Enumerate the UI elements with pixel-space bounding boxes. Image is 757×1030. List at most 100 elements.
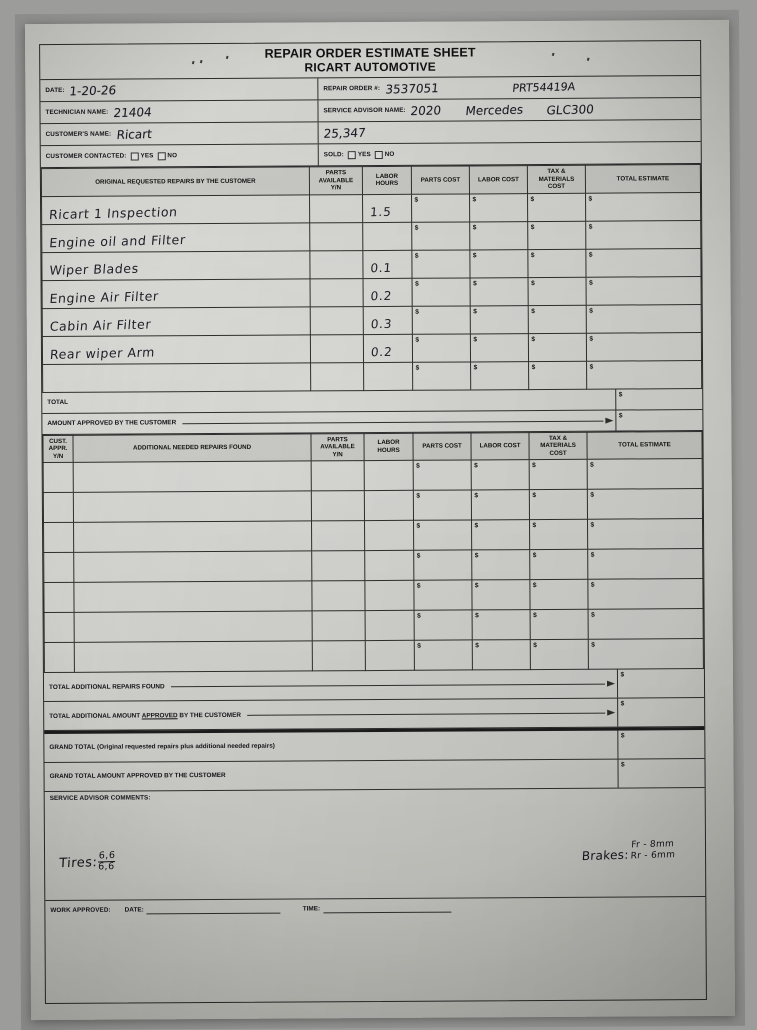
date-field[interactable]: DATE: 1-20-26	[40, 78, 319, 102]
cell-parts-available[interactable]	[309, 222, 363, 251]
cell-labor-cost[interactable]: $	[470, 277, 529, 306]
cell-labor-hours[interactable]	[365, 640, 415, 671]
cell-labor-hours[interactable]: 1.5	[362, 193, 412, 223]
table-row[interactable]: $ $ $ $	[44, 608, 704, 643]
cell-cust-appr[interactable]	[43, 522, 74, 553]
cell-tax-materials[interactable]: $	[530, 639, 589, 670]
cell-parts-available[interactable]	[312, 610, 366, 642]
original-total-value-cell[interactable]: $	[615, 388, 703, 410]
table-row[interactable]: Rear wiper Arm 0.2 $ $ $ $	[42, 332, 702, 365]
cell-cust-appr[interactable]	[43, 552, 74, 583]
cell-total-estimate[interactable]: $	[588, 608, 704, 640]
cell-description[interactable]: Rear wiper Arm	[42, 334, 311, 365]
cell-parts-cost[interactable]: $	[413, 460, 472, 491]
cell-total-estimate[interactable]: $	[585, 192, 701, 221]
cell-labor-hours[interactable]	[365, 610, 415, 641]
cell-total-estimate[interactable]: $	[587, 518, 703, 550]
total-additional-found-value-cell[interactable]: $	[616, 669, 705, 698]
table-row[interactable]: $ $ $ $	[43, 518, 703, 553]
cell-description[interactable]	[73, 581, 313, 613]
cell-tax-materials[interactable]: $	[530, 609, 589, 640]
table-row[interactable]: Engine Air Filter 0.2 $ $ $ $	[42, 276, 702, 309]
cell-parts-cost[interactable]: $	[413, 520, 472, 551]
cell-parts-available[interactable]	[310, 334, 364, 363]
cell-parts-cost[interactable]: $	[412, 277, 471, 306]
cell-parts-cost[interactable]: $	[413, 490, 472, 521]
cell-tax-materials[interactable]: $	[527, 192, 586, 222]
cell-total-estimate[interactable]: $	[586, 276, 702, 305]
cell-labor-cost[interactable]: $	[472, 609, 531, 641]
cell-tax-materials[interactable]: $	[529, 459, 588, 490]
cell-parts-cost[interactable]: $	[413, 550, 472, 581]
cell-parts-available[interactable]	[309, 194, 363, 223]
customer-contacted-no-checkbox[interactable]	[157, 151, 166, 160]
cell-description[interactable]: Wiper Blades	[41, 250, 311, 281]
cell-total-estimate[interactable]: $	[586, 360, 702, 389]
cell-parts-cost[interactable]: $	[414, 640, 473, 671]
table-row[interactable]: Ricart 1 Inspection 1.5 $ $ $ $	[41, 192, 701, 225]
cell-parts-available[interactable]	[309, 250, 364, 279]
table-row[interactable]: Wiper Blades 0.1 $ $ $ $	[41, 248, 702, 281]
cell-total-estimate[interactable]: $	[587, 458, 703, 490]
cell-cust-appr[interactable]	[43, 462, 74, 493]
cell-labor-cost[interactable]: $	[470, 333, 529, 362]
cell-labor-cost[interactable]: $	[471, 489, 530, 521]
service-advisor-field[interactable]: SERVICE ADVISOR NAME: 2020 Mercedes GLC3…	[318, 98, 700, 121]
cell-tax-materials[interactable]: $	[528, 276, 587, 306]
cell-parts-cost[interactable]: $	[411, 193, 470, 222]
cell-parts-cost[interactable]: $	[412, 305, 471, 334]
cell-total-estimate[interactable]: $	[586, 304, 702, 333]
cell-parts-available[interactable]	[311, 580, 366, 612]
cell-tax-materials[interactable]: $	[528, 304, 587, 334]
cell-parts-available[interactable]	[311, 520, 365, 552]
cell-labor-cost[interactable]: $	[469, 193, 528, 222]
cell-tax-materials[interactable]: $	[529, 549, 588, 580]
cell-description[interactable]: Engine oil and Filter	[41, 222, 310, 253]
cell-parts-cost[interactable]: $	[412, 361, 471, 390]
cell-labor-cost[interactable]: $	[471, 579, 531, 611]
cell-labor-hours[interactable]	[363, 361, 413, 391]
cell-parts-available[interactable]	[312, 640, 366, 672]
cell-parts-cost[interactable]: $	[411, 249, 471, 278]
cell-labor-cost[interactable]: $	[470, 305, 529, 334]
mileage-field[interactable]: 25,347	[319, 120, 701, 143]
cell-description[interactable]	[74, 611, 313, 643]
cell-tax-materials[interactable]: $	[528, 332, 587, 362]
table-row[interactable]: $ $ $ $	[44, 638, 704, 673]
amount-approved-value-cell[interactable]: $	[615, 409, 703, 431]
cell-description[interactable]: Cabin Air Filter	[42, 306, 311, 337]
cell-description[interactable]: Ricart 1 Inspection	[41, 194, 310, 225]
cell-labor-cost[interactable]: $	[469, 249, 529, 278]
cell-labor-hours[interactable]: 0.2	[363, 333, 413, 363]
customer-contacted-yes-checkbox[interactable]	[130, 151, 139, 161]
cell-labor-cost[interactable]: $	[471, 519, 530, 551]
cell-labor-cost[interactable]: $	[472, 639, 531, 671]
table-row[interactable]: Engine oil and Filter $ $ $ $	[41, 220, 701, 253]
cell-description[interactable]	[73, 551, 312, 583]
table-row[interactable]: $ $ $ $	[43, 548, 703, 583]
cell-labor-hours[interactable]	[364, 550, 414, 581]
work-approved-time-input[interactable]	[323, 902, 452, 914]
cell-tax-materials[interactable]: $	[529, 519, 588, 550]
cell-parts-cost[interactable]: $	[412, 333, 471, 362]
sold-no-checkbox[interactable]	[374, 150, 383, 159]
cell-parts-available[interactable]	[310, 306, 364, 335]
grand-total-value-cell[interactable]: $	[617, 729, 705, 759]
cell-description[interactable]	[73, 521, 312, 553]
cell-description[interactable]	[73, 491, 312, 523]
total-additional-approved-value-cell[interactable]: $	[617, 698, 705, 727]
cell-tax-materials[interactable]: $	[527, 220, 586, 250]
cell-description[interactable]	[42, 362, 311, 393]
cell-cust-appr[interactable]	[43, 582, 75, 613]
cell-description[interactable]: Engine Air Filter	[42, 278, 311, 309]
cell-total-estimate[interactable]: $	[588, 638, 704, 670]
cell-labor-hours[interactable]	[364, 580, 415, 611]
table-row[interactable]: $ $ $ $	[42, 360, 702, 393]
cell-parts-available[interactable]	[310, 278, 364, 307]
cell-labor-hours[interactable]	[362, 221, 412, 251]
cell-total-estimate[interactable]: $	[587, 578, 704, 610]
cell-tax-materials[interactable]: $	[527, 248, 587, 278]
cell-total-estimate[interactable]: $	[587, 548, 703, 580]
cell-labor-cost[interactable]: $	[470, 361, 529, 390]
cell-labor-cost[interactable]: $	[469, 221, 528, 250]
